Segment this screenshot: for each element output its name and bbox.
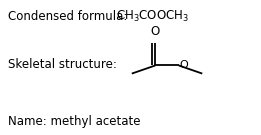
Text: Skeletal structure:: Skeletal structure: <box>8 58 117 71</box>
Text: $\mathrm{CH_3COOCH_3}$: $\mathrm{CH_3COOCH_3}$ <box>116 9 189 24</box>
Text: Condensed formula:: Condensed formula: <box>8 10 131 23</box>
Text: O: O <box>180 60 189 70</box>
Text: O: O <box>151 25 160 38</box>
Text: Name: methyl acetate: Name: methyl acetate <box>8 115 140 128</box>
